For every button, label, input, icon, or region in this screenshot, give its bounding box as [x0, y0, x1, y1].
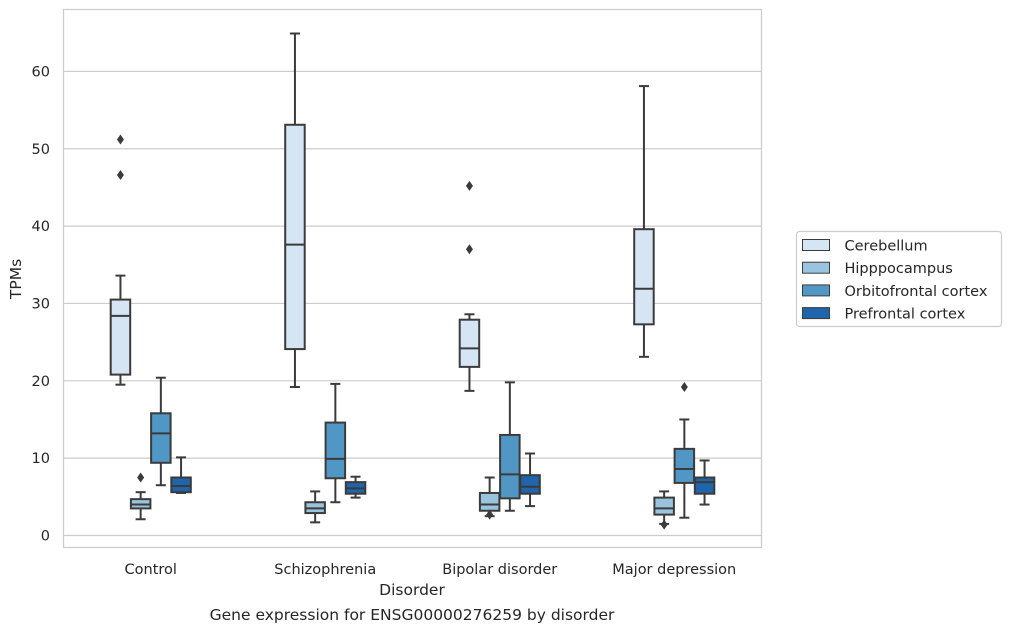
box-cerebellum — [109, 134, 132, 386]
legend-swatch — [802, 307, 830, 320]
box-body — [284, 123, 306, 351]
box-body — [693, 476, 716, 495]
box-hipppocampus — [478, 476, 501, 520]
box-body — [150, 412, 172, 464]
y-tick-label: 50 — [32, 142, 50, 158]
plot-frame — [62, 8, 763, 549]
legend-swatch — [802, 239, 830, 251]
outlier-point — [660, 519, 668, 530]
box-orbitofrontal-cortex — [499, 381, 521, 512]
outlier-point — [465, 244, 473, 255]
y-tick-label: 0 — [41, 529, 50, 545]
grid-lines — [63, 70, 762, 537]
box-orbitofrontal-cortex — [673, 381, 696, 519]
y-axis-ticks: 0 10 20 30 40 50 60 — [32, 64, 50, 544]
x-axis-ticks: Control Schizophrenia Bipolar disorder Majo… — [125, 562, 737, 578]
legend-label: Orbitofrontal cortex — [845, 284, 988, 300]
box-orbitofrontal-cortex — [324, 382, 347, 504]
box-hipppocampus — [653, 490, 675, 530]
box-prefrontal-cortex — [693, 459, 716, 506]
box-body — [673, 447, 696, 484]
box-body — [633, 228, 655, 326]
y-tick-label: 10 — [32, 451, 50, 467]
x-tick-label: Schizophrenia — [274, 562, 376, 578]
box-prefrontal-cortex — [344, 475, 367, 499]
figure-caption: Gene expression for ENSG00000276259 by d… — [209, 606, 615, 624]
legend-label: Prefrontal cortex — [845, 307, 966, 323]
box-prefrontal-cortex — [519, 452, 541, 508]
box-body — [170, 476, 192, 494]
x-axis-label: Disorder — [379, 581, 445, 599]
outlier-point — [116, 134, 124, 145]
x-tick-label: Major depression — [612, 562, 736, 578]
outlier-point — [486, 509, 494, 520]
y-tick-label: 60 — [32, 64, 50, 80]
box-body — [653, 496, 675, 516]
box-hipppocampus — [304, 490, 326, 524]
box-body — [519, 474, 541, 495]
plot-boxes — [109, 32, 716, 530]
outlier-point — [137, 472, 145, 483]
box-body — [458, 318, 481, 368]
legend: Cerebellum Hipppocampus Orbitofrontal cort… — [795, 230, 1003, 328]
box-body — [324, 421, 347, 480]
box-cerebellum — [284, 32, 306, 388]
y-axis-label: TPMs — [7, 259, 25, 300]
y-tick-label: 20 — [32, 374, 50, 390]
legend-label: Hipppocampus — [845, 261, 953, 277]
box-prefrontal-cortex — [170, 456, 192, 494]
legend-swatch — [802, 261, 830, 274]
legend-box — [795, 230, 1003, 328]
x-tick-label: Control — [125, 562, 177, 578]
legend-swatch — [802, 284, 830, 297]
legend-label: Cerebellum — [845, 239, 928, 255]
box-body — [478, 491, 501, 512]
box-body — [499, 433, 521, 500]
box-orbitofrontal-cortex — [150, 376, 172, 487]
outlier-point — [465, 180, 473, 191]
outlier-point — [116, 170, 124, 181]
y-tick-label: 30 — [32, 296, 50, 312]
outlier-point — [680, 381, 688, 392]
box-body — [109, 298, 132, 376]
box-cerebellum — [633, 85, 655, 358]
box-hipppocampus — [129, 472, 152, 521]
box-cerebellum — [458, 180, 481, 392]
x-tick-label: Bipolar disorder — [442, 562, 557, 578]
y-tick-label: 40 — [32, 219, 50, 235]
